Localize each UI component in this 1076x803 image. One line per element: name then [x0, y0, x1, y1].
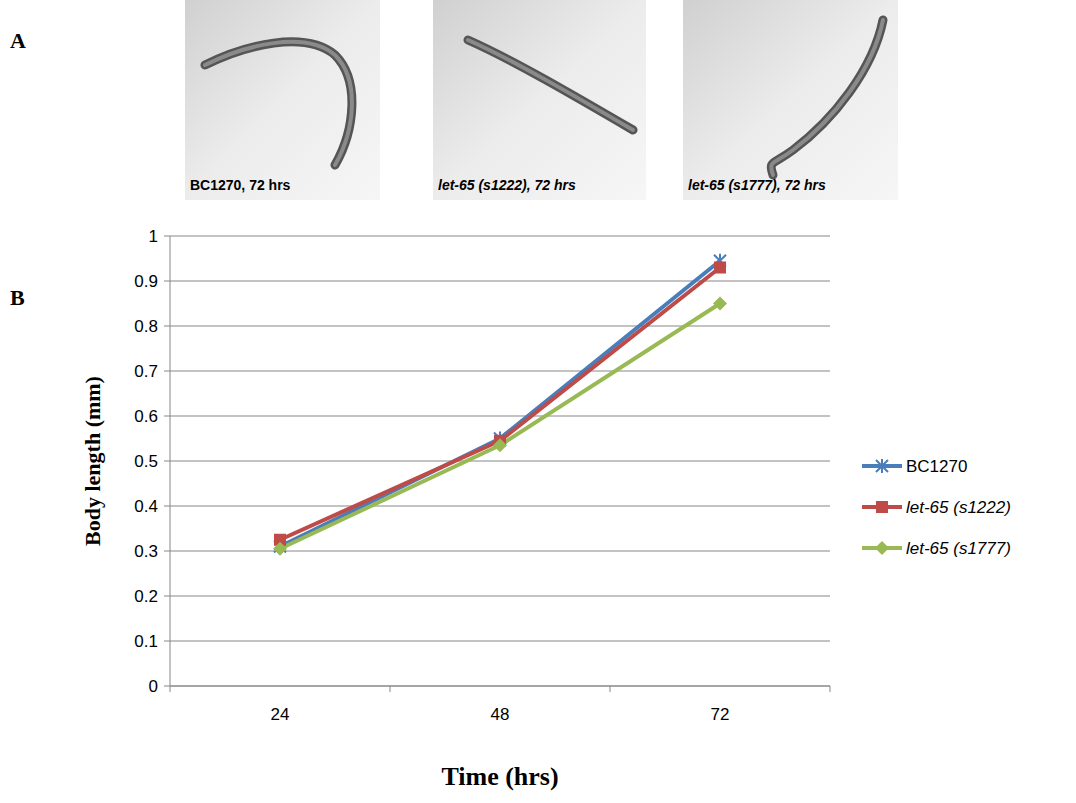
- worm-body: [205, 42, 352, 165]
- panel-label: A: [10, 28, 26, 53]
- marker: [273, 542, 287, 556]
- tick: [164, 371, 170, 372]
- grid-line: [170, 641, 830, 642]
- marker: [493, 438, 507, 452]
- axis-title: Body length (mm): [80, 376, 105, 546]
- tick: [164, 416, 170, 417]
- grid-line: [170, 506, 830, 507]
- panel-label: B: [10, 285, 25, 310]
- tick-label: 0.4: [134, 497, 158, 516]
- tick-label: 72: [711, 705, 730, 724]
- tick: [164, 641, 170, 642]
- grid-line: [170, 326, 830, 327]
- worm: [771, 20, 883, 175]
- tick: [164, 236, 170, 237]
- x-tick: [390, 686, 391, 692]
- photo: let-65 (s1222), 72 hrs: [433, 0, 646, 200]
- tick: [164, 326, 170, 327]
- worm-body: [468, 40, 633, 130]
- tick: [164, 686, 170, 687]
- tick-label: 0.6: [134, 407, 158, 426]
- axis-title: Time (hrs): [441, 762, 558, 791]
- grid-line: [170, 236, 830, 237]
- grid-line: [170, 371, 830, 372]
- photo-background: [185, 0, 380, 200]
- marker: [876, 459, 888, 473]
- tick-label: 48: [491, 705, 510, 724]
- caption: BC1270, 72 hrs: [190, 177, 291, 193]
- caption: let-65 (s1777), 72 hrs: [688, 177, 826, 193]
- marker: [876, 501, 888, 513]
- grid-line: [170, 686, 830, 687]
- legend-label: let-65 (s1222): [906, 498, 1011, 517]
- photo-background: [683, 0, 898, 200]
- caption: let-65 (s1222), 72 hrs: [438, 177, 576, 193]
- legend-label: BC1270: [906, 457, 967, 476]
- tick-label: 0.2: [134, 587, 158, 606]
- marker: [714, 262, 726, 274]
- tick-label: 0.8: [134, 317, 158, 336]
- x-tick: [170, 686, 171, 692]
- x-tick: [610, 686, 611, 692]
- x-axis: [170, 686, 830, 687]
- series-line: [280, 268, 720, 540]
- tick-label: 0.3: [134, 542, 158, 561]
- marker: [713, 297, 727, 311]
- tick-label: 0.1: [134, 632, 158, 651]
- tick-label: 0: [149, 677, 158, 696]
- tick: [164, 551, 170, 552]
- worm-body: [771, 20, 883, 175]
- grid-line: [170, 281, 830, 282]
- grid-line: [170, 596, 830, 597]
- x-tick: [830, 686, 831, 692]
- photo: BC1270, 72 hrs: [185, 0, 380, 200]
- tick-label: 0.5: [134, 452, 158, 471]
- legend-label: let-65 (s1777): [906, 539, 1011, 558]
- tick: [164, 281, 170, 282]
- tick-label: 24: [271, 705, 290, 724]
- y-axis: [170, 236, 171, 686]
- worm: [205, 42, 352, 165]
- worm: [468, 40, 633, 130]
- tick-label: 1: [149, 227, 158, 246]
- grid-line: [170, 551, 830, 552]
- tick: [164, 506, 170, 507]
- tick: [164, 596, 170, 597]
- grid-line: [170, 461, 830, 462]
- plot-area: [273, 254, 727, 556]
- tick-label: 0.9: [134, 272, 158, 291]
- series-line: [280, 304, 720, 549]
- legend: BC1270 let-65 (s1222) let-65 (s1777): [862, 457, 1011, 558]
- marker: [875, 541, 889, 555]
- series-line: [280, 261, 720, 547]
- photo-background: [433, 0, 646, 200]
- grid-line: [170, 416, 830, 417]
- tick-label: 0.7: [134, 362, 158, 381]
- photo: let-65 (s1777), 72 hrs: [683, 0, 898, 200]
- tick: [164, 461, 170, 462]
